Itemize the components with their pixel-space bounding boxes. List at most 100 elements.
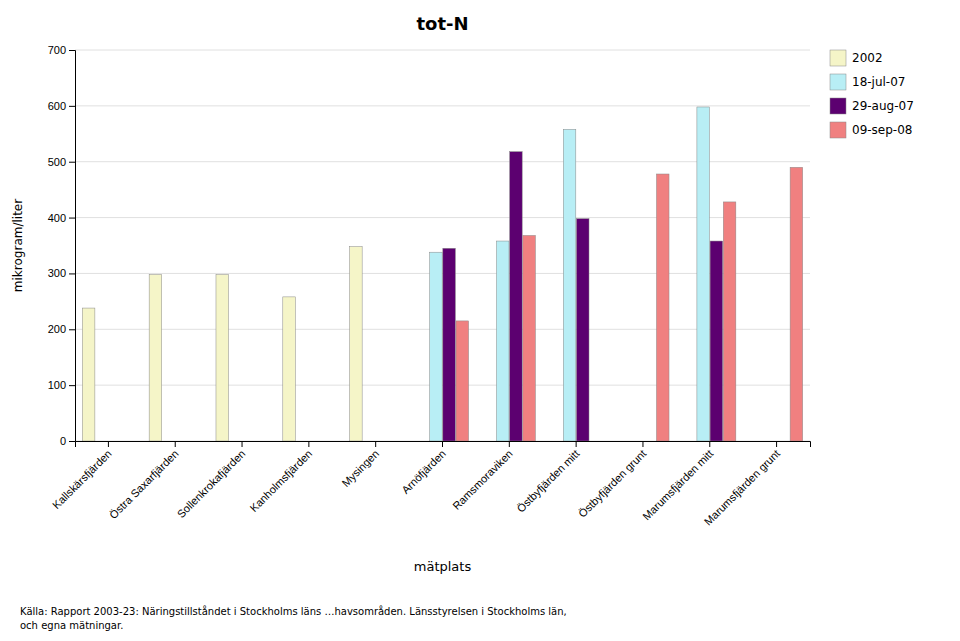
legend-swatch [830, 98, 846, 114]
y-tick-label: 200 [48, 323, 66, 335]
y-tick: 400 [48, 212, 75, 224]
x-tick-mark [375, 441, 376, 447]
legend-swatch [830, 50, 846, 66]
bar [216, 275, 229, 441]
y-tick-label: 500 [48, 156, 66, 168]
y-tick-mark [69, 106, 75, 107]
legend: 2002 18-jul-07 29-aug-07 09-sep-08 [830, 50, 914, 138]
y-tick-label: 600 [48, 100, 66, 112]
y-tick-label: 0 [60, 435, 66, 447]
y-tick-mark [69, 441, 75, 442]
bar [443, 248, 456, 441]
x-tick-mark [509, 441, 510, 447]
y-tick: 100 [48, 379, 75, 391]
bar [510, 152, 523, 441]
caption-line: Källa: Rapport 2003-23: Näringstillstånd… [20, 605, 567, 617]
y-tick-label: 100 [48, 379, 66, 391]
title: tot-N [416, 13, 468, 34]
legend-swatch [830, 122, 846, 138]
x-tick: Östbyfjärden mitt [514, 441, 581, 515]
legend-item: 09-sep-08 [830, 122, 912, 138]
x-axis: KallskärsfjärdenÖstra SaxarfjärdenSollen… [50, 441, 810, 528]
y-tick-mark [69, 162, 75, 163]
x-axis-line [76, 442, 811, 448]
x-tick-label: Ramsmoraviken [450, 447, 515, 512]
legend-label: 29-aug-07 [852, 99, 914, 113]
legend-item: 2002 [830, 50, 883, 66]
legend-swatch [830, 74, 846, 90]
bar [697, 107, 710, 441]
y-axis-line [69, 51, 76, 442]
y-tick-label: 300 [48, 267, 66, 279]
bar [456, 321, 469, 441]
grid [75, 50, 810, 441]
x-tick: Ramsmoraviken [450, 441, 515, 512]
x-tick-mark [242, 441, 243, 447]
x-tick-mark [442, 441, 443, 447]
x-tick-label: Arnöfjärden [399, 447, 448, 496]
y-tick: 600 [48, 100, 75, 112]
y-axis: 0 100 200 300 400 500 600 700 [48, 44, 76, 447]
y-tick-mark [69, 329, 75, 330]
x-tick-label: Marumsfjärden grunt [702, 447, 782, 527]
bar [350, 247, 363, 441]
bar [149, 275, 162, 441]
bar [563, 129, 576, 441]
x-tick-mark [308, 441, 309, 447]
y-axis-title: mikrogram/liter [11, 199, 25, 292]
x-tick-label: Mysingen [339, 447, 381, 489]
y-tick: 500 [48, 156, 75, 168]
y-tick: 700 [48, 44, 75, 56]
x-tick-label: Kallskärsfjärden [50, 447, 114, 511]
bar [723, 202, 736, 441]
legend-label: 09-sep-08 [852, 123, 912, 137]
bar [576, 219, 589, 441]
bar [656, 174, 669, 441]
grid-line [75, 50, 810, 51]
x-tick: Marumsfjärden grunt [702, 441, 782, 528]
plot: 0100200300400500600700KallskärsfjärdenÖs… [48, 44, 811, 528]
caption-line: och egna mätningar. [20, 620, 123, 631]
x-tick-mark [108, 441, 109, 447]
bar [710, 241, 723, 441]
y-tick: 300 [48, 267, 75, 279]
x-tick: Kanholmsfjärden [247, 441, 314, 514]
y-tick-mark [69, 218, 75, 219]
y-tick-mark [69, 273, 75, 274]
caption: Källa: Rapport 2003-23: Näringstillstånd… [20, 605, 567, 631]
x-tick-mark [776, 441, 777, 447]
x-tick-label: Östbyfjärden mitt [514, 447, 581, 514]
bar [523, 235, 536, 441]
bar [283, 297, 296, 441]
x-tick: Sollenkrokafjärden [175, 441, 248, 520]
bar [790, 167, 803, 441]
y-tick: 200 [48, 323, 75, 335]
x-tick-mark [709, 441, 710, 447]
y-tick-label: 700 [48, 44, 66, 56]
chart: 0100200300400500600700KallskärsfjärdenÖs… [0, 0, 960, 641]
legend-label: 18-jul-07 [852, 75, 905, 89]
x-tick-label: Sollenkrokafjärden [175, 447, 248, 520]
x-tick-mark [642, 441, 643, 447]
bar [496, 241, 509, 441]
x-tick-label: Marumsfjärden mitt [640, 447, 715, 522]
bars [82, 107, 802, 441]
x-tick-label: Kanholmsfjärden [247, 447, 314, 514]
y-tick-label: 400 [48, 212, 66, 224]
x-tick: Mysingen [339, 441, 381, 489]
x-tick-mark [576, 441, 577, 447]
y-tick-mark [69, 385, 75, 386]
x-tick-label: Östbyfjärden grunt [576, 447, 648, 519]
x-tick: Arnöfjärden [399, 441, 448, 496]
legend-item: 18-jul-07 [830, 74, 905, 90]
grid-line [75, 105, 810, 106]
bar [430, 252, 443, 441]
legend-label: 2002 [852, 51, 883, 65]
x-tick: Östra Saxarfjärden [107, 441, 181, 521]
x-tick-mark [175, 441, 176, 447]
x-axis-title: mätplats [414, 559, 472, 574]
x-tick: Marumsfjärden mitt [640, 441, 715, 522]
bar [82, 308, 95, 441]
x-tick: Östbyfjärden grunt [576, 441, 648, 520]
x-tick: Kallskärsfjärden [50, 441, 114, 511]
